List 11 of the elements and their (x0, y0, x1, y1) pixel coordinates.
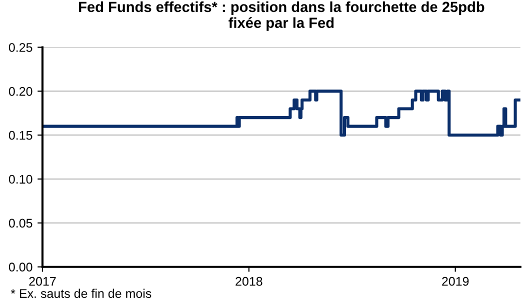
y-tick-label: 0.20 (8, 86, 32, 96)
y-tick-label: 0.05 (8, 218, 32, 228)
chart-title: Fed Funds effectifs* : position dans la fourchette de 25pdb fixée par la Fed (79, 1, 484, 31)
x-tick-label: 2017 (29, 276, 56, 286)
x-tick-label: 2018 (236, 276, 262, 286)
y-tick-label: 0.15 (8, 130, 32, 140)
x-tick-label: 2019 (442, 276, 469, 286)
y-tick-label: 0.00 (8, 262, 32, 272)
y-tick-label: 0.10 (8, 174, 32, 184)
y-tick-label: 0.25 (8, 43, 32, 52)
text: * Ex. sauts de fin de mois (10, 288, 152, 298)
